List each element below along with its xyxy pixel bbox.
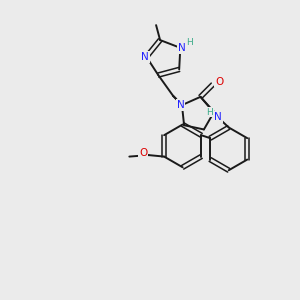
Text: O: O [215, 76, 224, 87]
Text: N: N [178, 43, 186, 53]
Text: H: H [207, 108, 213, 117]
Text: H: H [187, 38, 193, 47]
Text: N: N [177, 100, 184, 110]
Text: O: O [139, 148, 147, 158]
Text: N: N [141, 52, 149, 62]
Text: N: N [214, 112, 222, 122]
